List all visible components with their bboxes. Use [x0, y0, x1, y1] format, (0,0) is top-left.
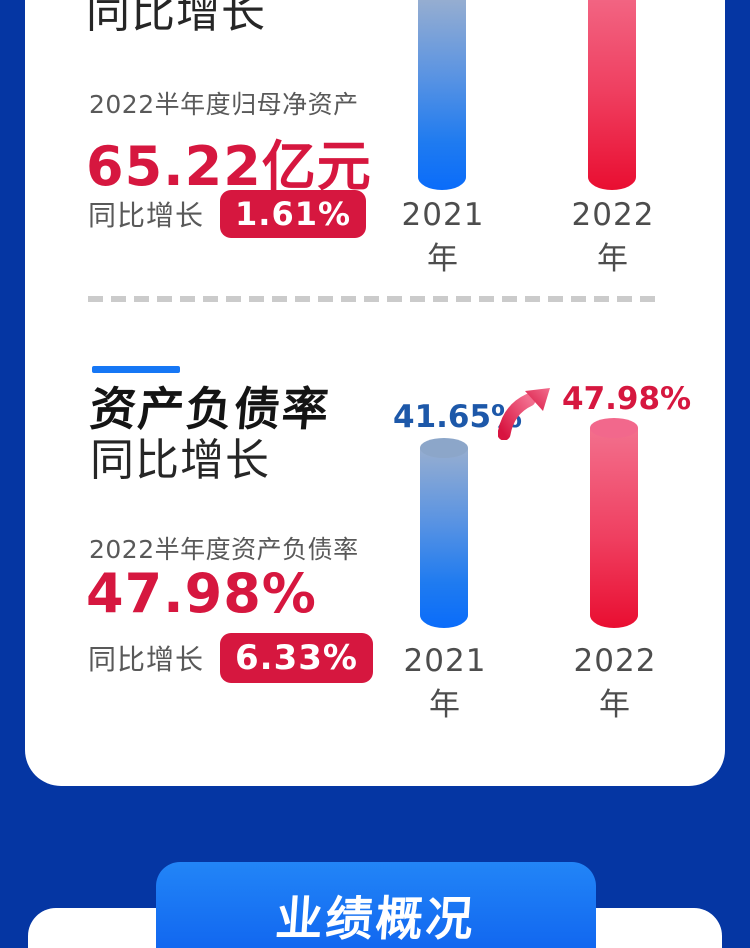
- debt-ratio-bar-2022-value: 47.98%: [562, 381, 692, 417]
- debt-ratio-bar-2022-label: 2022年: [573, 643, 657, 723]
- debt-ratio-bar-2022-cap: [590, 418, 638, 438]
- debt-ratio-value: 47.98%: [86, 562, 317, 625]
- net-assets-value: 65.22亿元: [86, 135, 372, 198]
- performance-overview-button-label: 业绩概况: [273, 892, 478, 947]
- net-assets-bar-2022: [588, 0, 636, 190]
- debt-ratio-heading: 资产负债率: [87, 382, 333, 436]
- debt-ratio-bar-2022: [590, 428, 638, 628]
- debt-ratio-caption: 2022半年度资产负债率: [89, 535, 359, 564]
- growth-arrow-icon: [498, 388, 550, 440]
- dashed-divider: [88, 296, 656, 302]
- debt-ratio-growth-badge: 6.33%: [220, 633, 373, 683]
- net-assets-bar-2021-label: 2021年: [401, 197, 485, 277]
- debt-ratio-bar-2021: [420, 448, 468, 628]
- accent-line: [92, 366, 180, 373]
- debt-ratio-bar-2021-label: 2021年: [403, 643, 487, 723]
- debt-ratio-growth-row: 同比增长 6.33%: [88, 633, 373, 683]
- net-assets-heading: 同比增长: [86, 0, 266, 38]
- performance-overview-button[interactable]: 业绩概况: [156, 862, 596, 948]
- debt-ratio-bar-2021-cap: [420, 438, 468, 458]
- debt-ratio-bar-2021-value: 41.65%: [393, 399, 523, 435]
- net-assets-bar-2022-label: 2022年: [571, 197, 655, 277]
- net-assets-bar-2021: [418, 0, 466, 190]
- net-assets-growth-badge: 1.61%: [220, 190, 367, 238]
- net-assets-growth-label: 同比增长: [88, 199, 205, 232]
- debt-ratio-growth-label: 同比增长: [88, 643, 205, 676]
- net-assets-caption: 2022半年度归母净资产: [89, 90, 359, 119]
- debt-ratio-subheading: 同比增长: [90, 435, 270, 486]
- net-assets-growth-row: 同比增长 1.61%: [88, 190, 367, 238]
